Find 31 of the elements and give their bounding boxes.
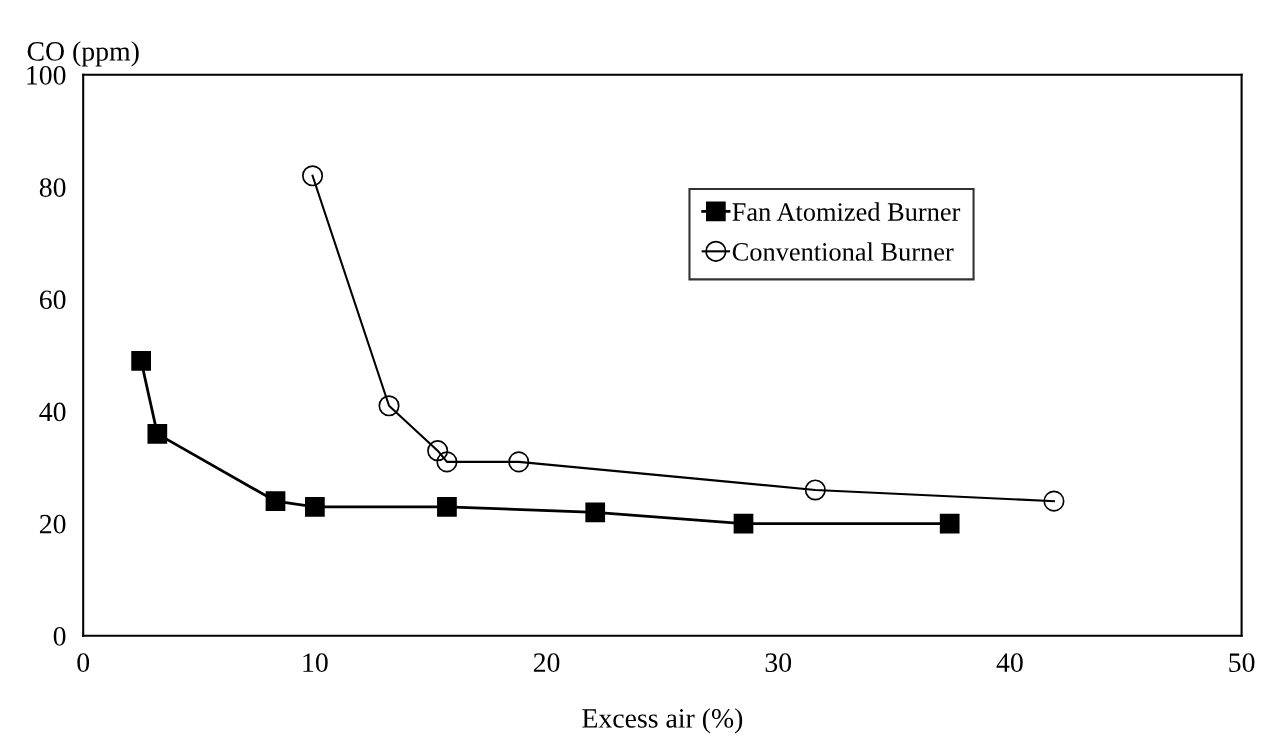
x-tick-label: 20: [533, 653, 560, 673]
point: [427, 440, 449, 462]
y-tick-label: 80: [39, 178, 66, 197]
point: [265, 491, 286, 512]
x-tick-label: 40: [996, 653, 1023, 673]
x-tick-label: 30: [765, 653, 792, 673]
y-tick-label: 0: [53, 626, 66, 646]
x-tick-label: 50: [1229, 653, 1255, 673]
legend-label: Conventional Burner: [732, 242, 954, 261]
point: [585, 502, 606, 523]
legend-label: Fan Atomized Burner: [732, 202, 961, 221]
x-tick-label: 10: [303, 653, 328, 673]
point: [436, 451, 458, 473]
y-axis-title: CO (ppm): [27, 41, 139, 67]
y-tick-label: 20: [39, 514, 66, 534]
point: [378, 395, 400, 417]
point: [1043, 490, 1065, 512]
x-tick-label: 0: [77, 653, 90, 673]
x-axis-title: Excess air (%): [582, 708, 743, 734]
point: [131, 351, 151, 371]
point: [305, 496, 325, 517]
y-tick-label: 60: [39, 290, 66, 310]
point: [147, 423, 168, 444]
point: [437, 496, 457, 517]
point: [939, 513, 960, 534]
point: [508, 451, 530, 473]
point: [804, 479, 826, 501]
y-tick-label: 100: [27, 65, 66, 85]
point: [302, 165, 324, 187]
y-tick-label: 40: [39, 402, 66, 422]
point: [733, 513, 754, 534]
